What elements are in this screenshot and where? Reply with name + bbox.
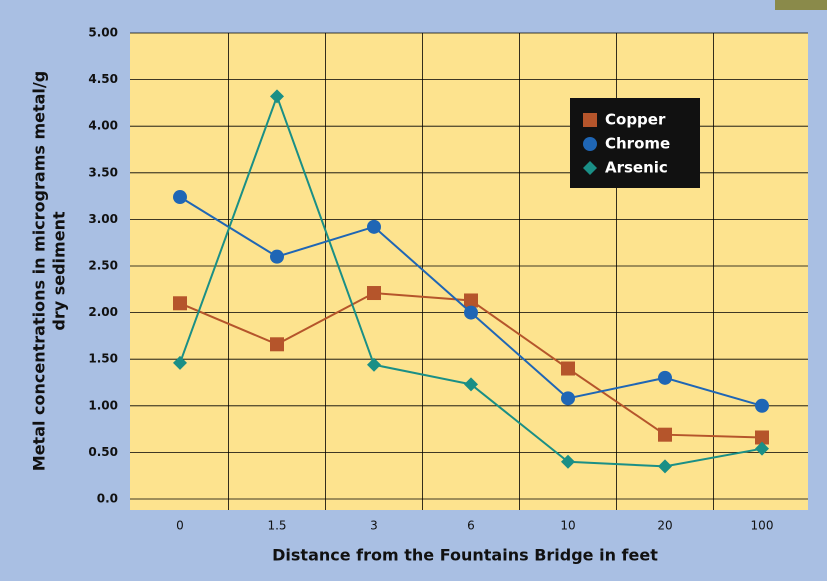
marker <box>173 296 187 311</box>
legend-marker <box>583 137 597 151</box>
marker <box>173 190 187 205</box>
y-tick-label: 4.50 <box>88 72 118 86</box>
marker <box>464 305 478 320</box>
x-axis-label: Distance from the Fountains Bridge in fe… <box>272 546 658 565</box>
legend-label: Arsenic <box>605 159 668 177</box>
y-tick-label: 2.50 <box>88 259 118 273</box>
marker <box>658 370 672 385</box>
y-tick-label: 1.50 <box>88 352 118 366</box>
marker <box>755 441 769 456</box>
legend: Copper Chrome Arsenic <box>570 98 700 188</box>
y-tick-label: 3.00 <box>88 212 118 226</box>
legend-marker <box>583 113 597 127</box>
marker <box>755 398 769 413</box>
marker <box>367 286 381 301</box>
marker <box>173 355 187 370</box>
x-tick-label: 3 <box>370 519 378 533</box>
y-axis-label: dry sediment <box>50 211 69 331</box>
legend-marker <box>583 161 597 175</box>
x-tick-label: 0 <box>176 519 184 533</box>
y-tick-label: 0.50 <box>88 445 118 459</box>
corner-image <box>775 0 827 10</box>
marker <box>561 454 575 469</box>
y-tick-label: 2.00 <box>88 305 118 319</box>
marker <box>658 427 672 442</box>
y-axis-label: Metal concentrations in micrograms metal… <box>30 71 49 471</box>
marker <box>270 337 284 352</box>
legend-label: Copper <box>605 111 666 129</box>
marker <box>561 361 575 376</box>
x-tick-label: 10 <box>560 519 575 533</box>
y-tick-label: 3.50 <box>88 165 118 179</box>
y-tick-label: 1.00 <box>88 398 118 412</box>
marker <box>755 430 769 445</box>
marker <box>367 219 381 234</box>
marker <box>561 391 575 406</box>
legend-label: Chrome <box>605 135 670 153</box>
y-tick-label: 0.0 <box>97 492 118 506</box>
marker <box>464 293 478 308</box>
marker <box>270 89 284 104</box>
marker <box>464 377 478 392</box>
x-tick-label: 6 <box>467 519 475 533</box>
marker <box>270 249 284 264</box>
x-tick-label: 1.5 <box>267 519 286 533</box>
y-tick-label: 5.00 <box>88 26 118 40</box>
marker <box>367 357 381 372</box>
x-tick-label: 20 <box>657 519 672 533</box>
marker <box>658 459 672 474</box>
y-tick-label: 4.00 <box>88 119 118 133</box>
x-tick-label: 100 <box>751 519 774 533</box>
plot-area <box>130 33 808 510</box>
